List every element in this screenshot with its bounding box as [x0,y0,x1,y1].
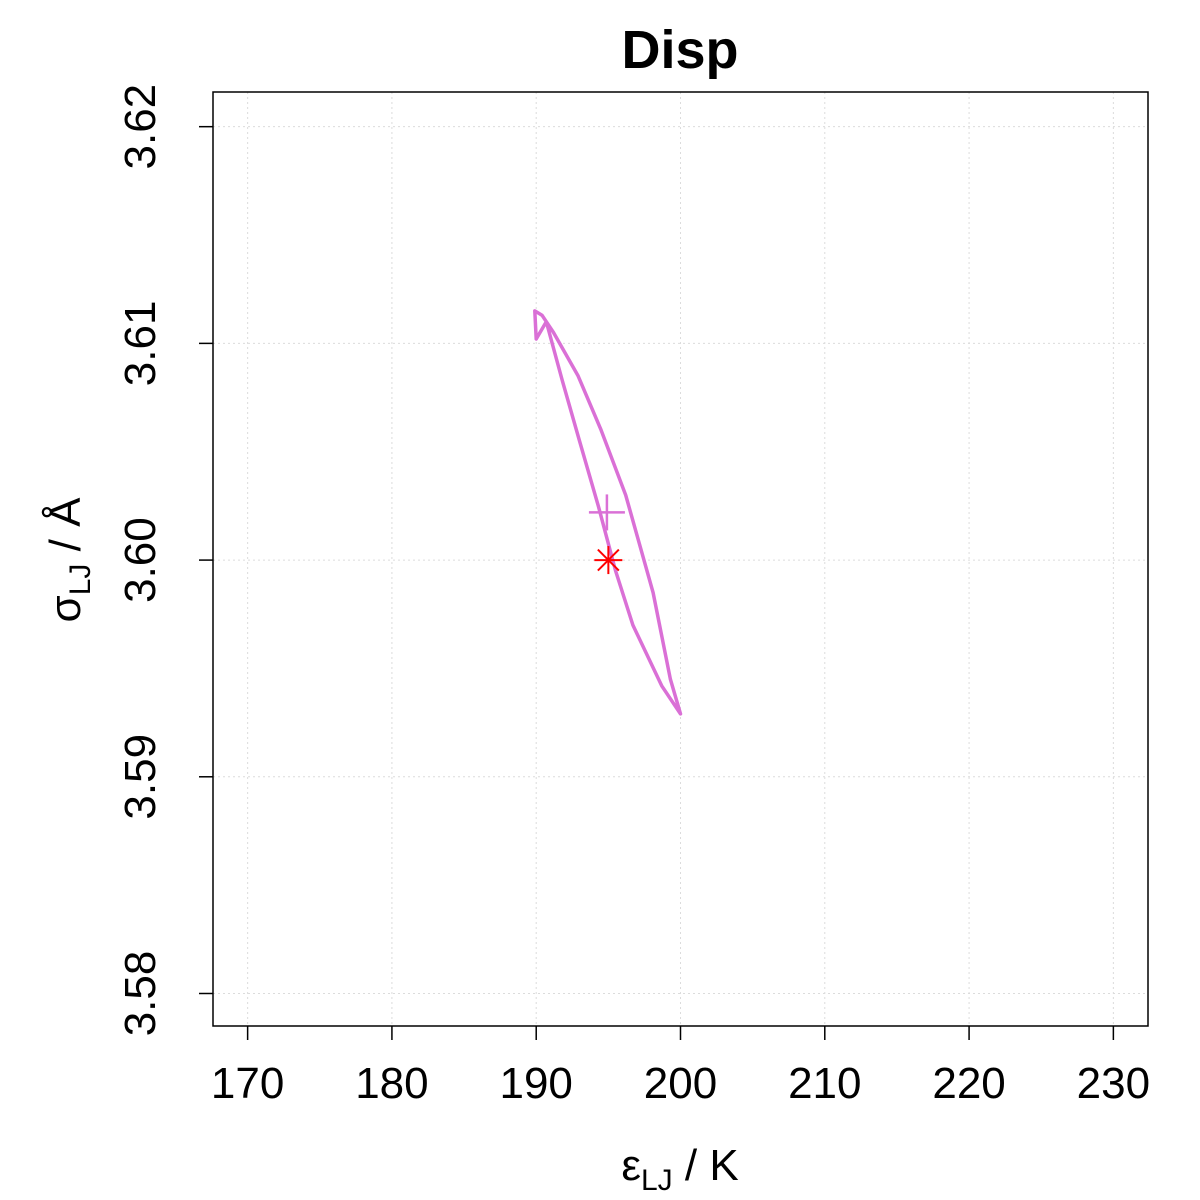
confidence-contour [533,309,683,716]
x-axis: 170 180 190 200 210 220 230 [211,1026,1150,1108]
y-tick-label: 3.59 [116,734,165,820]
optimum-plus-marker [588,494,625,531]
x-tick-label: 230 [1077,1059,1150,1108]
y-tick-label: 3.60 [116,517,165,603]
y-axis-symbol: σ [41,595,90,622]
x-tick-label: 180 [355,1059,428,1108]
plot-series [533,309,683,716]
chart-title: Disp [621,20,738,80]
x-axis-symbol: ε [621,1141,641,1190]
x-tick-label: 200 [644,1059,717,1108]
y-axis-unit: / Å [41,497,90,564]
y-axis: 3.58 3.59 3.60 3.61 3.62 [116,84,213,1036]
x-axis-label: εLJ / K [621,1141,738,1197]
y-tick-label: 3.58 [116,951,165,1037]
y-tick-label: 3.62 [116,84,165,170]
x-tick-label: 190 [499,1059,572,1108]
y-axis-subscript: LJ [64,564,97,596]
y-tick-label: 3.61 [116,301,165,387]
grid [213,92,1148,1026]
reference-asterisk-marker [594,546,623,575]
x-tick-label: 170 [211,1059,284,1108]
x-axis-unit: / K [673,1141,739,1190]
y-axis-label: σLJ / Å [41,497,97,623]
x-tick-label: 220 [932,1059,1005,1108]
x-axis-subscript: LJ [641,1164,673,1197]
x-tick-label: 210 [788,1059,861,1108]
